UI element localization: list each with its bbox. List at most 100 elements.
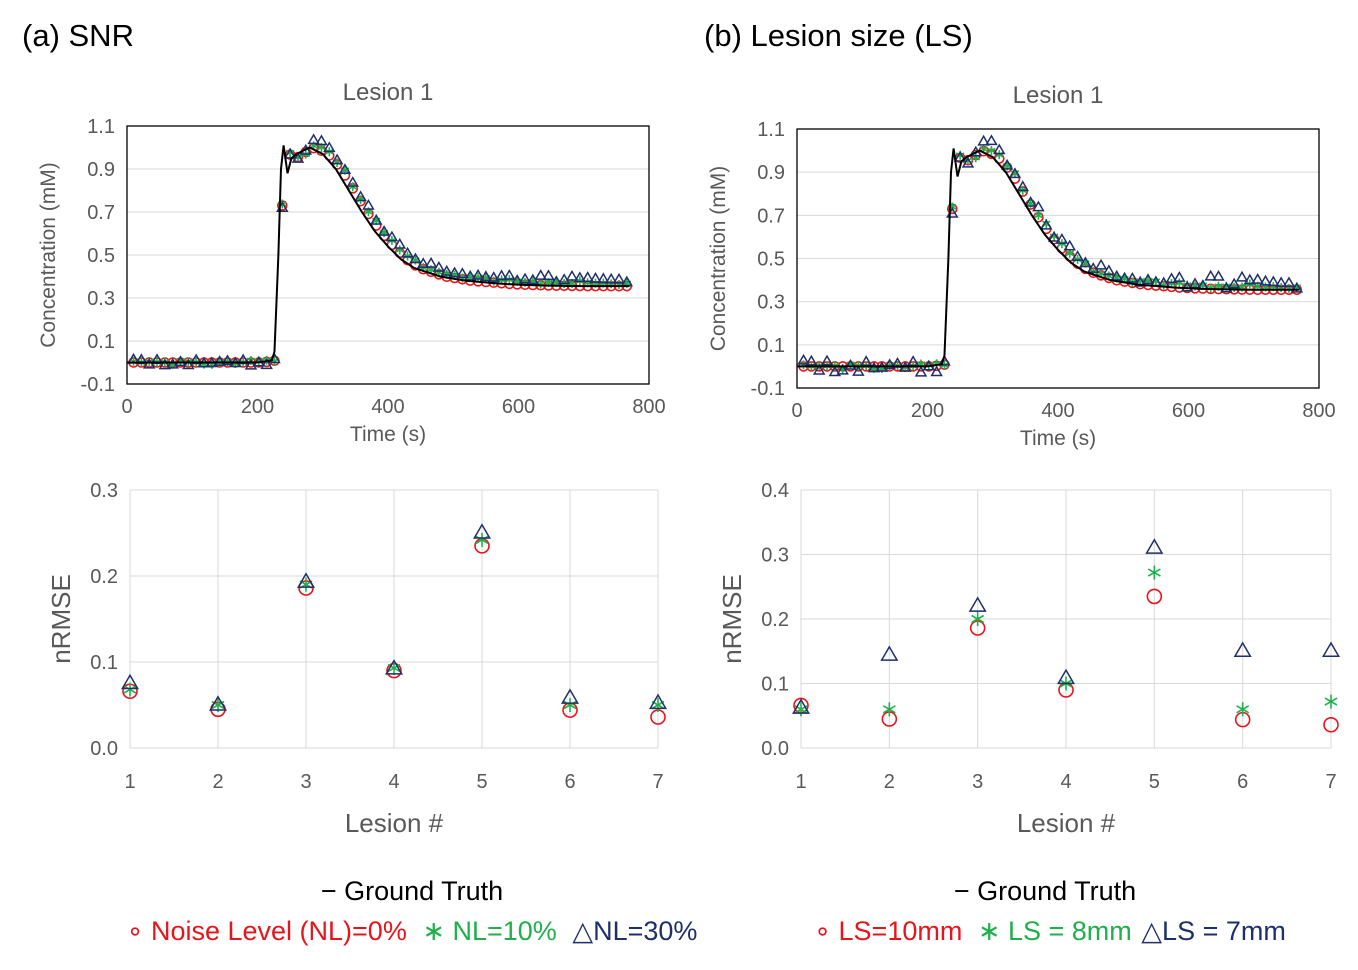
data-point	[1165, 272, 1178, 284]
data-point	[794, 702, 808, 717]
data-point	[424, 256, 438, 268]
data-point	[346, 176, 360, 187]
data-point	[503, 269, 516, 280]
data-point	[1079, 256, 1092, 268]
data-point	[859, 355, 873, 366]
x-tick-label: 3	[972, 771, 983, 793]
data-point	[805, 354, 818, 366]
data-point	[581, 271, 594, 282]
chart-a-nrmse: 0.0 0.1 0.2 0.3 1 2 3 4 5 6 7 Lesion # nRMSE	[46, 480, 668, 838]
y-tick-label: 0.5	[87, 245, 115, 267]
data-point	[487, 271, 500, 282]
x-tick-label: 400	[371, 396, 404, 418]
ground-truth-line	[127, 145, 630, 364]
data-point	[880, 645, 899, 661]
data-point	[844, 358, 857, 370]
series-3	[120, 523, 668, 711]
data-point	[1173, 271, 1186, 282]
x-axis-label: Lesion #	[1017, 808, 1116, 838]
data-point	[1086, 262, 1100, 273]
data-point	[1236, 702, 1250, 717]
data-point	[1147, 565, 1161, 580]
x-tick-label: 800	[632, 396, 665, 418]
data-point	[370, 213, 383, 225]
data-point	[1290, 281, 1304, 293]
data-point	[1056, 668, 1076, 685]
legend-a-series-1: ∘ Noise Level (NL)=0%	[127, 916, 407, 946]
data-point	[828, 365, 842, 377]
data-point	[1274, 276, 1288, 288]
y-tick-label: 0.1	[757, 335, 785, 357]
data-point	[820, 354, 834, 366]
data-point	[315, 134, 328, 146]
data-point	[882, 702, 896, 717]
x-tick-label: 200	[241, 396, 274, 418]
data-point	[120, 673, 140, 690]
data-point	[1063, 239, 1076, 251]
plot-frame	[126, 125, 650, 385]
data-point	[987, 146, 996, 156]
y-tick-label: 1.1	[757, 119, 785, 141]
data-point	[1055, 233, 1069, 244]
data-point	[1040, 218, 1053, 230]
data-point	[1094, 258, 1108, 270]
data-point	[1102, 264, 1116, 276]
data-point	[1032, 200, 1045, 212]
data-point	[604, 272, 618, 284]
data-point	[648, 693, 668, 710]
y-tick-label: 0.0	[761, 738, 789, 760]
data-point	[557, 273, 571, 285]
data-point	[812, 363, 826, 375]
y-tick-label: 0.9	[757, 162, 785, 184]
y-tick-label: 1.1	[87, 116, 115, 138]
data-point	[472, 523, 492, 539]
data-point	[354, 190, 367, 202]
data-point	[1259, 274, 1272, 286]
data-point	[985, 134, 998, 146]
data-point	[1133, 275, 1147, 287]
y-tick-label: 0.1	[90, 652, 118, 674]
data-point	[542, 269, 555, 281]
panel-a-label: (a) SNR	[22, 18, 134, 53]
data-point	[236, 353, 250, 365]
data-point	[221, 354, 234, 366]
legend-b-ground-truth: − Ground Truth	[954, 876, 1136, 906]
data-point	[534, 269, 547, 280]
data-point	[260, 358, 273, 370]
y-tick-label: 0.3	[757, 292, 785, 314]
legend-b-series-1: ∘ LS=10mm	[814, 916, 962, 946]
x-tick-label: 3	[300, 771, 311, 793]
series-3	[791, 538, 1341, 714]
data-point	[953, 150, 967, 162]
data-point	[1321, 641, 1341, 658]
data-point	[323, 141, 336, 153]
data-point	[1212, 269, 1225, 281]
data-point	[208, 695, 228, 711]
data-point	[330, 153, 344, 165]
data-point	[385, 230, 399, 242]
chart-b-nrmse: 0.0 0.1 0.2 0.3 0.4 1 2 3 4 5 6 7 Lesion # nRMSE	[717, 480, 1341, 838]
data-point	[401, 246, 414, 258]
data-point	[1233, 641, 1252, 658]
series-3	[127, 133, 634, 370]
x-tick-label: 4	[1060, 771, 1071, 793]
legend-a-ground-truth: − Ground Truth	[321, 876, 503, 906]
y-tick-label: 0.3	[87, 288, 115, 310]
data-point	[1145, 538, 1164, 554]
data-point	[296, 572, 316, 588]
x-axis-label: Lesion #	[345, 808, 444, 838]
y-tick-label: 0.1	[87, 331, 115, 353]
chart-b-time-curve: -0.1 0.1 0.3 0.5 0.7 0.9 1.1 0 200 400 600 800 Time …	[707, 82, 1336, 450]
data-point	[432, 260, 446, 272]
data-point	[651, 698, 665, 712]
data-point	[518, 272, 532, 284]
data-point	[560, 688, 580, 704]
chart-title: Lesion 1	[343, 79, 434, 106]
x-tick-label: 800	[1302, 400, 1335, 422]
data-point	[174, 355, 187, 367]
y-tick-label: 0.1	[761, 674, 789, 696]
x-tick-label: 2	[884, 771, 895, 793]
data-point	[440, 264, 453, 276]
data-point	[384, 659, 404, 675]
